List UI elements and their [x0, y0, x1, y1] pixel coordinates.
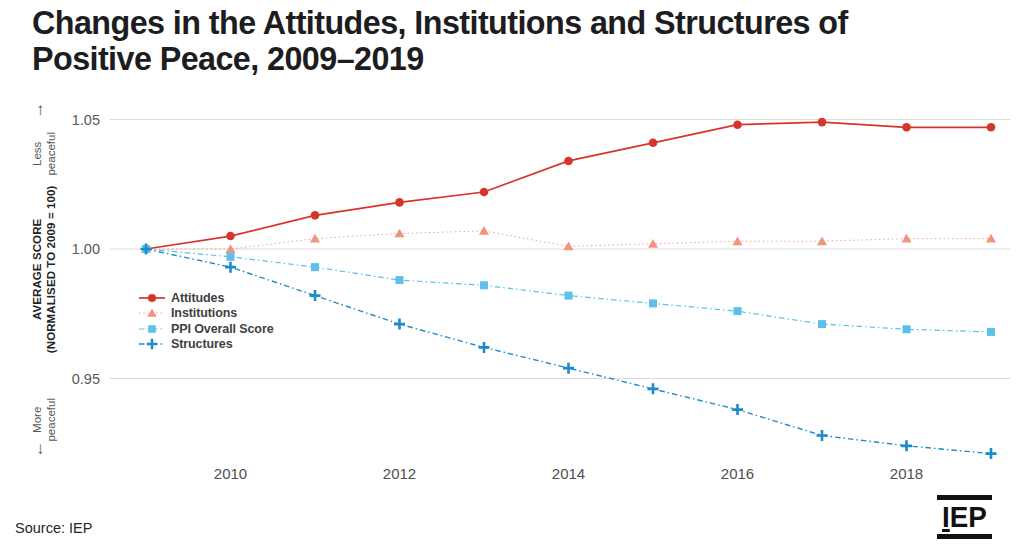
- logo-letters-ep: EP: [950, 503, 987, 532]
- data-point: [395, 198, 404, 207]
- legend-label: PPI Overall Score: [171, 322, 274, 336]
- data-point: [564, 242, 574, 251]
- data-point: [311, 211, 320, 220]
- y-tick-label: 1.00: [72, 241, 100, 257]
- square-marker-icon: [139, 322, 165, 336]
- data-point: [394, 319, 405, 330]
- data-point: [480, 188, 489, 197]
- data-point: [479, 342, 490, 353]
- data-point: [311, 263, 319, 271]
- y-tick-label: 1.05: [72, 112, 100, 128]
- data-point: [733, 236, 743, 245]
- x-tick-label: 2012: [383, 465, 416, 482]
- data-point: [733, 120, 742, 129]
- data-point: [148, 294, 156, 302]
- data-point: [986, 448, 997, 459]
- y-tick-label: 0.95: [72, 371, 100, 387]
- data-point: [649, 139, 658, 148]
- legend-label: Institutions: [171, 306, 237, 320]
- data-point: [903, 325, 911, 333]
- data-point: [480, 281, 488, 289]
- legend-item-institutions: Institutions: [139, 306, 274, 322]
- data-point: [818, 118, 827, 127]
- legend-item-structures: Structures: [139, 337, 274, 353]
- chart-legend: AttitudesInstitutions PPI Overall ScoreSt…: [139, 290, 274, 352]
- data-point: [310, 290, 321, 301]
- data-point: [396, 276, 404, 284]
- data-point: [227, 253, 235, 261]
- triangle-marker-icon: [139, 306, 165, 320]
- data-point: [148, 325, 156, 333]
- data-point: [565, 292, 573, 300]
- legend-label: Attitudes: [171, 291, 224, 305]
- data-point: [732, 404, 743, 415]
- x-tick-label: 2010: [214, 465, 247, 482]
- data-point: [225, 262, 236, 273]
- data-point: [147, 339, 157, 349]
- data-point: [902, 123, 911, 132]
- chart-title-line1: Changes in the Attitudes, Institutions a…: [32, 3, 848, 41]
- logo-bottom-bar: [937, 534, 992, 539]
- data-point: [987, 328, 995, 336]
- figure: Changes in the Attitudes, Institutions a…: [0, 0, 1024, 555]
- data-point: [395, 229, 405, 238]
- legend-item-ppi-overall-score: PPI Overall Score: [139, 321, 274, 337]
- data-point: [649, 299, 657, 307]
- source-text: Source: IEP: [15, 520, 92, 536]
- series-attitudes: [142, 118, 996, 254]
- data-point: [817, 236, 827, 245]
- data-point: [479, 226, 489, 235]
- logo-letter-i: I: [942, 503, 950, 532]
- data-point: [817, 430, 828, 441]
- data-point: [226, 232, 235, 241]
- data-point: [734, 307, 742, 315]
- circle-marker-icon: [139, 291, 165, 305]
- series-line: [146, 122, 991, 249]
- data-point: [648, 383, 659, 394]
- plus-marker-icon: [139, 337, 165, 351]
- x-tick-label: 2014: [552, 465, 585, 482]
- logo-text: IEP: [938, 503, 991, 532]
- logo-top-bar: [937, 495, 992, 500]
- data-point: [818, 320, 826, 328]
- data-point: [901, 440, 912, 451]
- data-point: [564, 157, 573, 166]
- legend-label: Structures: [171, 337, 233, 351]
- data-point: [987, 123, 996, 132]
- x-tick-label: 2018: [890, 465, 923, 482]
- data-point: [563, 363, 574, 374]
- iep-logo: IEP: [937, 495, 992, 539]
- x-tick-label: 2016: [721, 465, 754, 482]
- legend-item-attitudes: Attitudes: [139, 290, 274, 306]
- chart-title: Changes in the Attitudes, Institutions a…: [32, 4, 973, 77]
- chart-title-line2: Positive Peace, 2009–2019: [32, 39, 424, 77]
